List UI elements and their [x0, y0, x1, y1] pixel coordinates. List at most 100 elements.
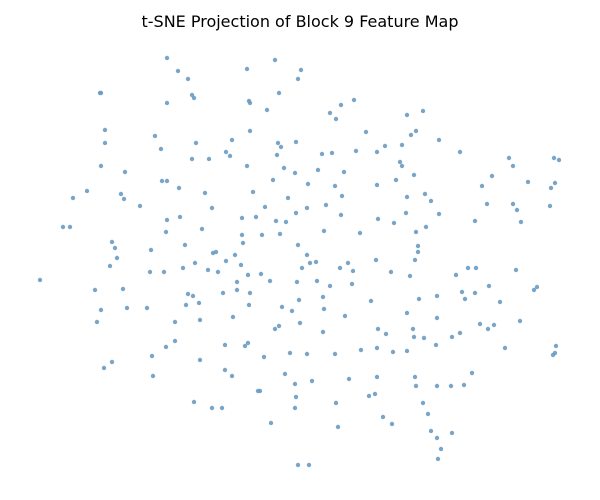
scatter-point [435, 456, 441, 462]
scatter-point [375, 216, 381, 222]
scatter-point [261, 354, 267, 360]
scatter-point [109, 239, 115, 245]
scatter-point [292, 170, 298, 176]
scatter-point [245, 340, 251, 346]
scatter-point [147, 269, 153, 275]
scatter-point [176, 185, 182, 191]
scatter-point [383, 331, 389, 337]
scatter-point [306, 462, 312, 468]
scatter-point [320, 294, 326, 300]
scatter-point [357, 230, 363, 236]
scatter-point [404, 310, 410, 316]
scatter-point [393, 177, 399, 183]
scatter-point [423, 224, 429, 230]
scatter-point [485, 326, 491, 332]
scatter-point [335, 424, 341, 430]
scatter-point [274, 152, 280, 158]
points-layer [37, 55, 562, 468]
scatter-point [299, 265, 305, 271]
scatter-point [193, 140, 199, 146]
scatter-point [389, 421, 395, 427]
scatter-point [390, 349, 396, 355]
scatter-point [428, 198, 434, 204]
scatter-point [553, 343, 559, 349]
scatter-point [477, 321, 483, 327]
scatter-point [534, 284, 540, 290]
scatter-point [321, 306, 327, 312]
scatter-point [421, 335, 427, 341]
scatter-point [479, 183, 485, 189]
scatter-point [234, 287, 240, 293]
scatter-point [410, 326, 416, 332]
scatter-point [292, 405, 298, 411]
scatter-point [548, 185, 554, 191]
scatter-point [415, 243, 421, 249]
scatter-point [283, 219, 289, 225]
scatter-point [164, 217, 170, 223]
scatter-point [388, 269, 394, 275]
scatter-point [275, 140, 281, 146]
scatter-point [60, 224, 66, 230]
scatter-point [273, 218, 279, 224]
scatter-point [412, 257, 418, 263]
scatter-point [472, 290, 478, 296]
scatter-point [121, 196, 127, 202]
scatter-point [342, 313, 348, 319]
scatter-point [206, 156, 212, 162]
scatter-point [298, 67, 304, 73]
scatter-point [292, 381, 298, 387]
scatter-point [399, 142, 405, 148]
scatter-point [293, 394, 299, 400]
scatter-point [453, 272, 459, 278]
scatter-point [124, 305, 130, 311]
scatter-point [438, 446, 444, 452]
scatter-point [232, 252, 238, 258]
scatter-point [358, 347, 364, 353]
scatter-point [293, 210, 299, 216]
scatter-point [552, 180, 558, 186]
scatter-point [183, 302, 189, 308]
scatter-point [215, 269, 221, 275]
scatter-point [272, 57, 278, 63]
scatter-point [267, 278, 273, 284]
scatter-point [281, 165, 287, 171]
scatter-point [457, 149, 463, 155]
scatter-point [434, 293, 440, 299]
scatter-point [190, 293, 196, 299]
scatter-point [448, 383, 454, 389]
scatter-point [191, 95, 197, 101]
scatter-point [247, 290, 253, 296]
scatter-point [403, 210, 409, 216]
scatter-point [510, 163, 516, 169]
scatter-point [425, 411, 431, 417]
scatter-point [486, 283, 492, 289]
scatter-point [345, 260, 351, 266]
scatter-point [287, 350, 293, 356]
scatter-point [197, 317, 203, 323]
scatter-point [457, 330, 463, 336]
scatter-point [163, 344, 169, 350]
scatter-point [391, 220, 397, 226]
scatter-point [158, 146, 164, 152]
scatter-point [307, 260, 313, 266]
scatter-point [399, 163, 405, 169]
scatter-point [374, 149, 380, 155]
scatter-point [92, 287, 98, 293]
scatter-point [122, 169, 128, 175]
scatter-point [242, 343, 248, 349]
chart-title: t-SNE Projection of Block 9 Feature Map [141, 12, 459, 31]
scatter-point [202, 190, 208, 196]
scatter-point [411, 334, 417, 340]
scatter-point [295, 462, 301, 468]
scatter-point [192, 260, 198, 266]
scatter-point [327, 283, 333, 289]
scatter-point [112, 245, 118, 251]
scatter-point [295, 76, 301, 82]
scatter-point [420, 108, 426, 114]
scatter-point [164, 55, 170, 61]
scatter-point [309, 378, 315, 384]
scatter-point [506, 155, 512, 161]
scatter-point [374, 182, 380, 188]
scatter-point [350, 268, 356, 274]
scatter-point [315, 167, 321, 173]
